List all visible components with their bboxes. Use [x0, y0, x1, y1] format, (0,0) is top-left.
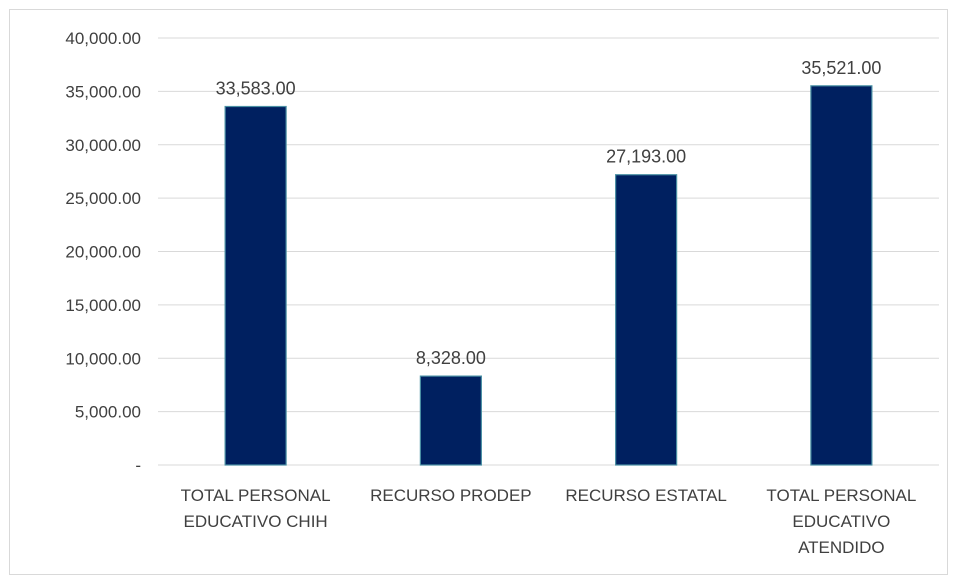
- y-tick-label: 25,000.00: [65, 189, 141, 208]
- category-label-line: RECURSO PRODEP: [370, 486, 532, 505]
- data-label: 33,583.00: [216, 79, 296, 99]
- y-tick-label: 20,000.00: [65, 243, 141, 262]
- category-label-line: ATENDIDO: [798, 538, 885, 557]
- bar: [615, 174, 678, 466]
- bar: [810, 85, 873, 466]
- y-axis-tick-labels: - 5,000.00 10,000.00 15,000.00 20,000.00 25,0…: [65, 29, 141, 475]
- chart-frame: - 5,000.00 10,000.00 15,000.00 20,000.00 25,0…: [9, 9, 948, 575]
- y-tick-label: 5,000.00: [75, 403, 141, 422]
- data-label: 35,521.00: [801, 58, 881, 78]
- y-tick-label: 10,000.00: [65, 349, 141, 368]
- category-label: RECURSO PRODEP: [370, 486, 532, 505]
- x-axis-category-labels: TOTAL PERSONAL EDUCATIVO CHIH RECURSO PROD…: [181, 486, 917, 557]
- data-labels: 33,583.00 8,328.00 27,193.00 35,521.00: [216, 58, 882, 368]
- bar-chart: - 5,000.00 10,000.00 15,000.00 20,000.00 25,0…: [65, 29, 939, 557]
- category-label-line: RECURSO ESTATAL: [565, 486, 727, 505]
- y-tick-label: -: [135, 456, 141, 475]
- data-label: 8,328.00: [416, 348, 486, 368]
- category-label-line: EDUCATIVO CHIH: [184, 512, 328, 531]
- category-label-line: EDUCATIVO: [792, 512, 890, 531]
- data-label: 27,193.00: [606, 147, 686, 167]
- category-label-line: TOTAL PERSONAL: [766, 486, 916, 505]
- bar: [419, 375, 482, 466]
- y-tick-label: 30,000.00: [65, 136, 141, 155]
- y-tick-label: 40,000.00: [65, 29, 141, 48]
- gridlines: [158, 37, 939, 466]
- category-label: TOTAL PERSONAL EDUCATIVO ATENDIDO: [766, 486, 916, 557]
- bars: [224, 85, 873, 466]
- y-tick-label: 15,000.00: [65, 296, 141, 315]
- y-tick-label: 35,000.00: [65, 82, 141, 101]
- category-label: RECURSO ESTATAL: [565, 486, 727, 505]
- bar: [224, 105, 287, 466]
- category-label: TOTAL PERSONAL EDUCATIVO CHIH: [181, 486, 331, 531]
- category-label-line: TOTAL PERSONAL: [181, 486, 331, 505]
